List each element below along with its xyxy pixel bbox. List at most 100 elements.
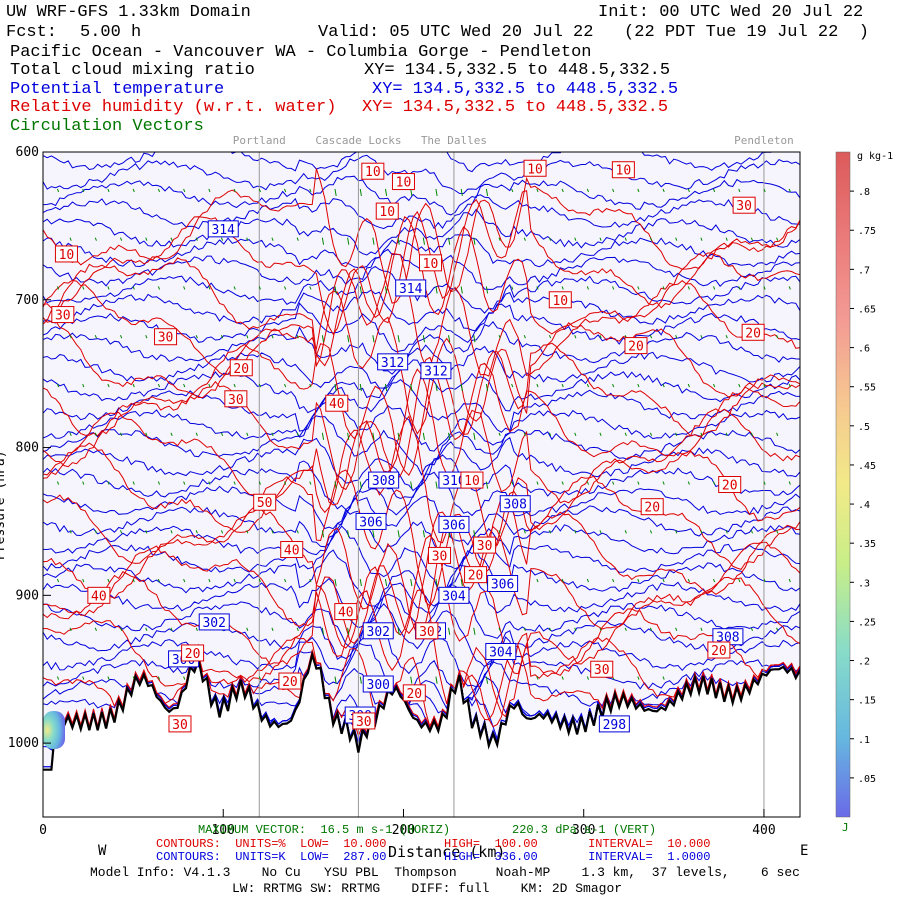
wind-vector <box>69 237 72 241</box>
wind-vector <box>448 627 451 635</box>
theta-label: 308 <box>503 498 526 513</box>
colorbar-tick-label: .1 <box>858 735 870 746</box>
wind-vector <box>624 432 627 436</box>
wind-vector <box>220 237 224 241</box>
wind-vector <box>183 676 186 680</box>
wind-vector <box>738 188 741 193</box>
wind-vector <box>82 188 85 193</box>
theta-contour <box>43 495 800 548</box>
wind-vector <box>120 627 123 632</box>
wind-vector <box>473 530 476 538</box>
wind-vector <box>713 578 716 583</box>
rh-label: 30 <box>419 625 435 640</box>
theta-contour <box>43 208 800 256</box>
theta-label: 310 <box>442 474 465 489</box>
rh-label: 10 <box>527 162 543 177</box>
rh-label-box <box>325 394 349 412</box>
wind-vector <box>435 578 438 587</box>
rh-contour <box>43 511 800 644</box>
wind-vector <box>460 286 463 294</box>
wind-vector <box>700 237 703 241</box>
colorbar-tick-label: .45 <box>858 461 876 472</box>
wind-vector <box>296 627 299 632</box>
field-cloud-xy: XY= 134.5,332.5 to 448.5,332.5 <box>364 61 671 80</box>
init-time: Init: 00 UTC Wed 20 Jul 22 <box>598 3 864 22</box>
wind-vector <box>713 188 716 193</box>
theta-label: 300 <box>367 678 390 693</box>
wind-vector <box>157 188 161 193</box>
rh-label-box <box>87 586 111 604</box>
wind-vector <box>700 432 703 436</box>
wind-vector <box>334 286 337 294</box>
wind-vector <box>397 530 400 538</box>
theta-label-box <box>198 613 230 631</box>
rh-label: 10 <box>552 294 568 309</box>
colorbar-tick-label: .35 <box>858 539 876 550</box>
wind-vector <box>120 530 123 534</box>
wind-vector <box>145 530 148 534</box>
wind-vector <box>284 383 287 388</box>
wind-vector <box>687 286 690 290</box>
wind-vector <box>750 237 753 241</box>
wind-vector <box>485 188 489 197</box>
wind-vector <box>485 383 489 392</box>
theta-contour <box>43 436 800 492</box>
wind-vector <box>271 627 274 632</box>
wind-vector <box>132 188 135 193</box>
wind-vector <box>662 578 665 583</box>
rh-label: 20 <box>468 569 484 584</box>
wind-vector <box>687 383 690 388</box>
rh-label: 40 <box>329 397 345 412</box>
theta-label-box <box>420 362 452 380</box>
wind-vector <box>372 237 375 245</box>
wind-vector <box>107 676 110 680</box>
wind-vector <box>713 286 716 290</box>
wind-vector <box>574 627 577 632</box>
wind-vector <box>220 432 224 436</box>
east-label: E <box>800 843 808 859</box>
wind-vector <box>511 286 514 290</box>
wind-vector <box>246 530 249 534</box>
rh-label: 40 <box>91 589 107 604</box>
rh-label: 20 <box>644 501 660 516</box>
wind-vector <box>750 530 753 534</box>
wind-vector <box>435 676 438 684</box>
wind-vector <box>687 578 690 583</box>
wind-vector <box>788 481 791 485</box>
wind-vector <box>536 578 539 583</box>
wind-vector <box>183 286 186 290</box>
rh-label-box <box>640 498 664 516</box>
wind-vector <box>258 676 261 680</box>
wind-vector <box>347 237 350 245</box>
wind-vector <box>725 432 728 436</box>
wind-vector <box>271 335 274 339</box>
wind-vector <box>233 188 236 193</box>
wind-vector <box>359 578 362 587</box>
rh-label-box <box>707 641 731 659</box>
rh-label: 20 <box>745 326 761 341</box>
rh-label-box <box>54 245 78 263</box>
rh-label: 20 <box>406 687 422 702</box>
wind-vector <box>195 530 198 534</box>
wind-vector <box>309 286 312 290</box>
colorbar-tick-label: .8 <box>858 187 870 198</box>
rh-label-box <box>548 291 572 309</box>
wind-vector <box>763 383 766 388</box>
wind-vector <box>334 481 337 489</box>
wind-vector <box>675 627 678 632</box>
wind-vector <box>258 481 261 485</box>
rh-label: 30 <box>356 715 372 730</box>
wind-vector <box>637 481 640 485</box>
wind-vector <box>372 432 375 440</box>
rh-label: 20 <box>711 644 727 659</box>
rh-label: 10 <box>365 165 381 180</box>
wind-vector <box>675 432 678 436</box>
wind-vector <box>448 237 451 245</box>
rh-contour <box>43 190 800 336</box>
wind-vector <box>334 188 337 197</box>
colorbar-tick-label: .6 <box>858 344 870 355</box>
theta-contour <box>43 234 800 269</box>
wind-vector <box>802 530 803 533</box>
wind-vector <box>94 335 97 339</box>
theta-label: 314 <box>399 282 423 297</box>
